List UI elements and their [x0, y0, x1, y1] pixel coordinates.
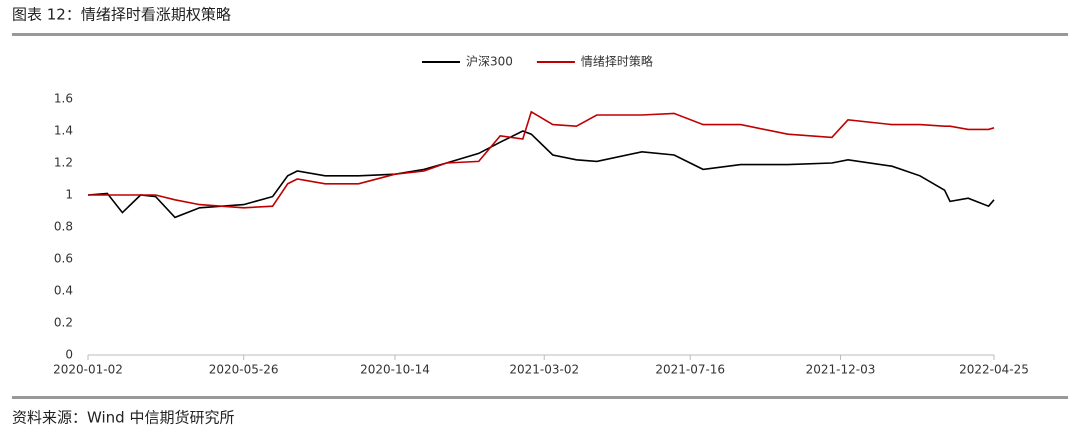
y-tick-label: 0.8: [54, 220, 73, 234]
series-line: [87, 130, 995, 219]
y-tick-label: 0.2: [54, 316, 73, 330]
chart-title: 图表 12：情绪择时看涨期权策略: [12, 6, 231, 24]
title-rule: [12, 33, 1068, 36]
x-tick-label: 2020-10-14: [360, 363, 430, 377]
y-tick-label: 0.4: [54, 284, 73, 298]
x-tick-label: 2022-04-25: [959, 363, 1029, 377]
legend-label: 沪深300: [466, 55, 513, 69]
x-tick-label: 2021-03-02: [509, 363, 579, 377]
x-tick-label: 2021-07-16: [655, 363, 725, 377]
legend-label: 情绪择时策略: [581, 54, 653, 69]
y-tick-label: 1: [65, 188, 73, 202]
y-tick-label: 1.2: [54, 156, 73, 170]
x-tick-label: 2021-12-03: [806, 363, 876, 377]
y-tick-label: 0.6: [54, 252, 73, 266]
series-line: [88, 110, 995, 209]
source-note: 资料来源：Wind 中信期货研究所: [12, 409, 234, 427]
x-tick-label: 2020-01-02: [53, 363, 123, 377]
y-tick-label: 0: [65, 348, 73, 362]
x-tick-label: 2020-05-26: [209, 363, 279, 377]
y-tick-label: 1.6: [54, 92, 73, 106]
source-rule: [12, 396, 1068, 399]
y-tick-label: 1.4: [54, 124, 73, 138]
